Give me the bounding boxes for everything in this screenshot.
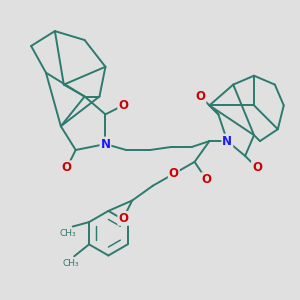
Text: O: O — [202, 173, 212, 186]
Text: O: O — [196, 90, 206, 103]
Text: O: O — [62, 161, 72, 174]
Text: O: O — [118, 212, 128, 225]
Text: N: N — [100, 138, 110, 151]
Text: O: O — [252, 161, 262, 174]
Text: CH₃: CH₃ — [60, 230, 76, 238]
Text: O: O — [169, 167, 179, 180]
Text: N: N — [222, 135, 232, 148]
Text: CH₃: CH₃ — [63, 259, 80, 268]
Text: O: O — [118, 99, 128, 112]
